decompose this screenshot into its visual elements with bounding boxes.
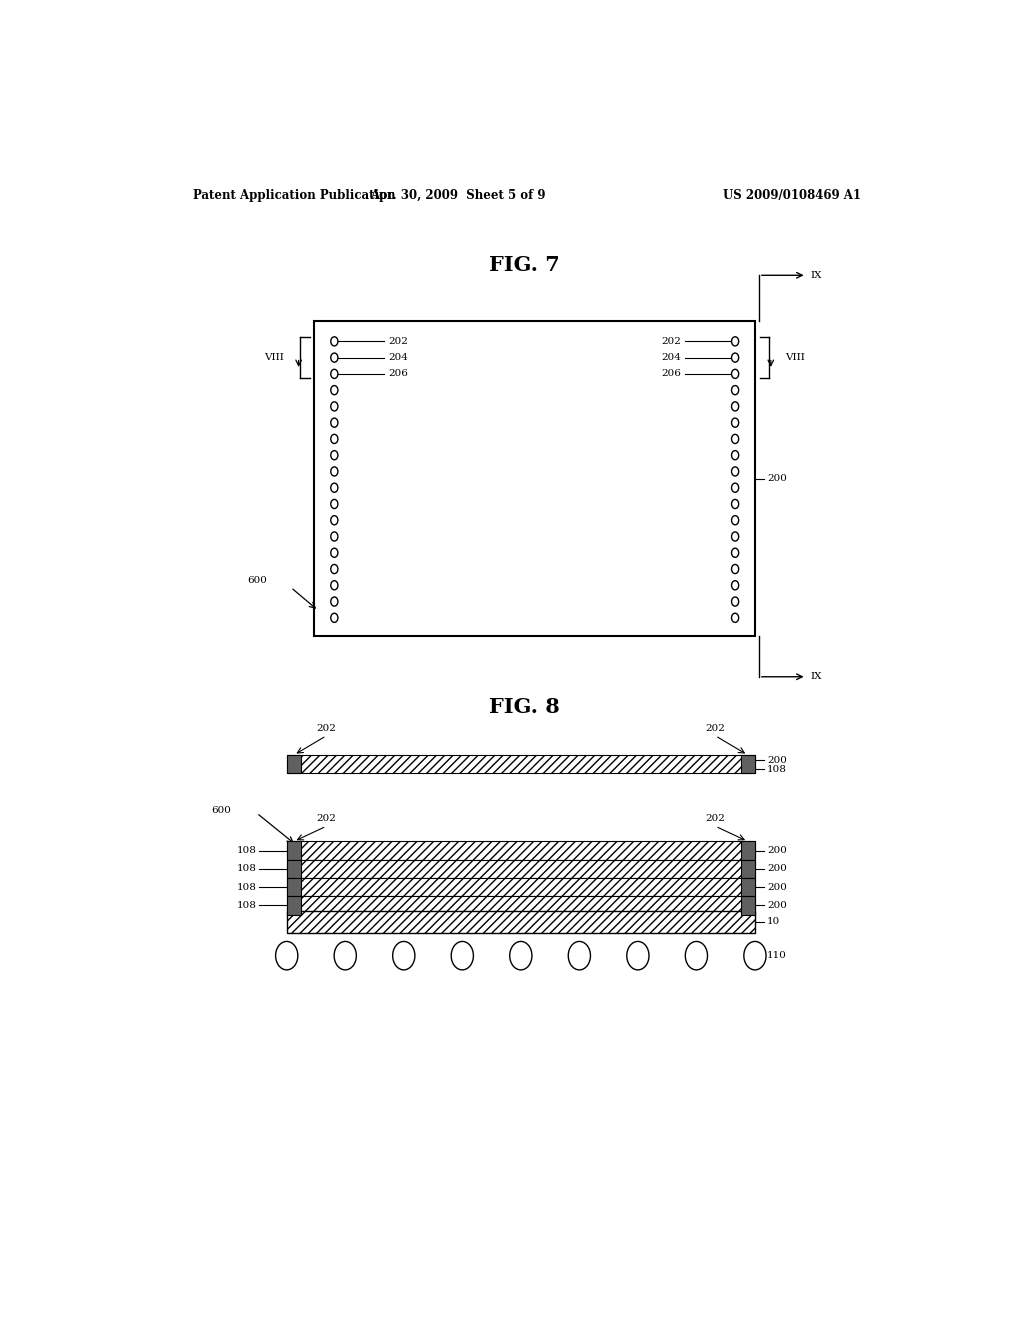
Text: 200: 200 (767, 755, 786, 764)
Text: US 2009/0108469 A1: US 2009/0108469 A1 (723, 189, 861, 202)
Circle shape (331, 450, 338, 459)
Text: 108: 108 (237, 865, 257, 874)
Text: 200: 200 (767, 865, 786, 874)
Bar (740, 841, 755, 859)
Circle shape (731, 370, 738, 379)
Bar (287, 755, 755, 774)
Text: 110: 110 (767, 952, 786, 960)
Bar (740, 896, 755, 915)
Bar (287, 896, 301, 915)
Text: VIII: VIII (264, 354, 285, 362)
Circle shape (331, 385, 338, 395)
Bar (287, 755, 301, 774)
Circle shape (731, 565, 738, 574)
Bar (740, 859, 755, 878)
Text: 108: 108 (767, 764, 786, 774)
Text: 202: 202 (316, 723, 336, 733)
Circle shape (731, 418, 738, 428)
Text: 200: 200 (767, 902, 786, 909)
Text: 204: 204 (662, 354, 681, 362)
Text: 202: 202 (706, 814, 725, 824)
Text: IX: IX (811, 672, 822, 681)
Circle shape (331, 597, 338, 606)
Circle shape (731, 614, 738, 623)
Text: 108: 108 (237, 902, 257, 909)
Circle shape (331, 418, 338, 428)
Circle shape (731, 401, 738, 411)
Circle shape (731, 548, 738, 557)
Circle shape (331, 516, 338, 525)
Circle shape (275, 941, 298, 970)
Bar (287, 878, 755, 896)
Circle shape (331, 614, 338, 623)
Text: 200: 200 (767, 846, 786, 855)
Text: 10: 10 (767, 917, 780, 927)
Circle shape (731, 499, 738, 508)
Bar (287, 841, 301, 859)
Bar (287, 911, 755, 933)
Circle shape (731, 434, 738, 444)
Circle shape (743, 941, 766, 970)
Bar (740, 878, 755, 896)
Text: 204: 204 (388, 354, 409, 362)
Circle shape (510, 941, 531, 970)
Bar (287, 896, 755, 915)
Circle shape (731, 532, 738, 541)
Circle shape (731, 581, 738, 590)
Text: FIG. 7: FIG. 7 (489, 255, 560, 275)
Circle shape (331, 532, 338, 541)
Text: 206: 206 (662, 370, 681, 379)
Circle shape (731, 337, 738, 346)
Circle shape (334, 941, 356, 970)
Bar (287, 878, 301, 896)
Circle shape (331, 565, 338, 574)
Text: Patent Application Publication: Patent Application Publication (194, 189, 395, 202)
Circle shape (452, 941, 473, 970)
Circle shape (568, 941, 591, 970)
Text: 202: 202 (316, 814, 336, 824)
Circle shape (731, 385, 738, 395)
Text: 108: 108 (237, 846, 257, 855)
Circle shape (331, 467, 338, 477)
Text: 202: 202 (388, 337, 409, 346)
Circle shape (331, 401, 338, 411)
Text: 108: 108 (237, 883, 257, 891)
Circle shape (331, 483, 338, 492)
Circle shape (685, 941, 708, 970)
Circle shape (331, 581, 338, 590)
Text: 206: 206 (388, 370, 409, 379)
Text: IX: IX (811, 271, 822, 280)
Text: 200: 200 (767, 474, 786, 483)
Circle shape (731, 352, 738, 362)
Text: 600: 600 (247, 576, 267, 585)
Text: 202: 202 (706, 723, 725, 733)
Bar (287, 859, 755, 878)
Circle shape (731, 597, 738, 606)
Circle shape (731, 516, 738, 525)
Text: 600: 600 (211, 807, 231, 816)
Circle shape (331, 548, 338, 557)
Circle shape (731, 450, 738, 459)
Circle shape (331, 434, 338, 444)
Circle shape (331, 370, 338, 379)
Circle shape (331, 352, 338, 362)
Bar (287, 841, 755, 859)
Text: 202: 202 (662, 337, 681, 346)
Circle shape (331, 337, 338, 346)
Bar (740, 755, 755, 774)
Circle shape (392, 941, 415, 970)
Circle shape (627, 941, 649, 970)
Circle shape (731, 467, 738, 477)
Circle shape (731, 483, 738, 492)
Text: Apr. 30, 2009  Sheet 5 of 9: Apr. 30, 2009 Sheet 5 of 9 (370, 189, 545, 202)
Bar (287, 859, 301, 878)
Text: 200: 200 (767, 883, 786, 891)
Text: VIII: VIII (785, 354, 805, 362)
Text: FIG. 8: FIG. 8 (489, 697, 560, 717)
Bar (314, 321, 755, 636)
Circle shape (331, 499, 338, 508)
